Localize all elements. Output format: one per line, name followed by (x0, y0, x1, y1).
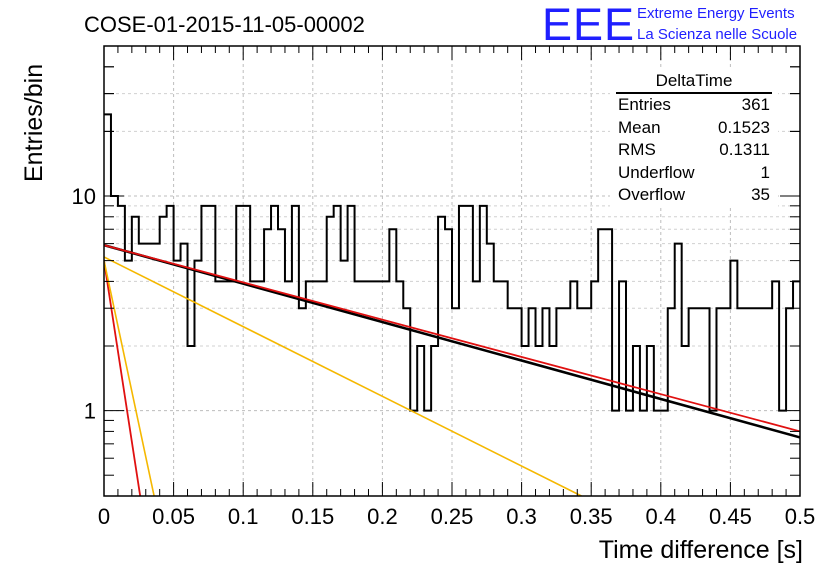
stats-label: Overflow (618, 185, 686, 204)
stats-label: Underflow (618, 162, 695, 182)
stats-value: 1 (760, 162, 770, 182)
stats-label: RMS (618, 140, 656, 159)
x-tick-label: 0.15 (291, 504, 334, 529)
fit-line (104, 243, 800, 439)
y-axis-label: Entries/bin (20, 63, 48, 182)
x-axis-label: Time difference [s] (598, 536, 803, 564)
x-tick-label: 0.25 (431, 504, 474, 529)
stats-row-underflow: Underflow 1 (610, 162, 778, 185)
stats-row-entries: Entries 361 (610, 94, 778, 117)
stats-row-overflow: Overflow 35 (610, 184, 778, 207)
eee-logo-caption: Extreme Energy Events La Scienza nelle S… (637, 3, 797, 45)
y-tick-label: 1 (84, 399, 96, 424)
stats-box: DeltaTime Entries 361 Mean 0.1523 RMS 0.… (610, 70, 778, 207)
stats-value: 35 (751, 185, 770, 204)
x-tick-label: 0.5 (785, 504, 816, 529)
stats-value: 0.1311 (719, 140, 770, 159)
stats-label: Mean (618, 117, 661, 137)
x-tick-label: 0.2 (367, 504, 398, 529)
fit-line (104, 256, 582, 496)
x-tick-label: 0.35 (570, 504, 613, 529)
stats-value: 0.1523 (718, 117, 770, 137)
y-tick-label: 10 (72, 184, 96, 209)
logo-line-1: Extreme Energy Events (637, 5, 795, 22)
stats-row-mean: Mean 0.1523 (610, 117, 778, 140)
run-title: COSE-01-2015-11-05-00002 (84, 12, 365, 37)
stats-value: 361 (741, 95, 770, 114)
fit-line (104, 260, 142, 496)
fit-line (104, 244, 800, 433)
stats-label: Entries (618, 95, 671, 114)
x-tick-label: 0.1 (228, 504, 259, 529)
fit-line (104, 260, 155, 496)
eee-logo: EEE (542, 0, 636, 50)
histogram-steps (104, 113, 800, 412)
x-tick-label: 0.4 (646, 504, 677, 529)
x-tick-label: 0.3 (506, 504, 537, 529)
x-tick-label: 0.45 (709, 504, 752, 529)
stats-title: DeltaTime (616, 70, 772, 94)
x-tick-label: 0.05 (152, 504, 195, 529)
x-tick-label: 0 (98, 504, 110, 529)
stats-row-rms: RMS 0.1311 (610, 139, 778, 162)
logo-line-2: La Scienza nelle Scuole (637, 26, 798, 43)
